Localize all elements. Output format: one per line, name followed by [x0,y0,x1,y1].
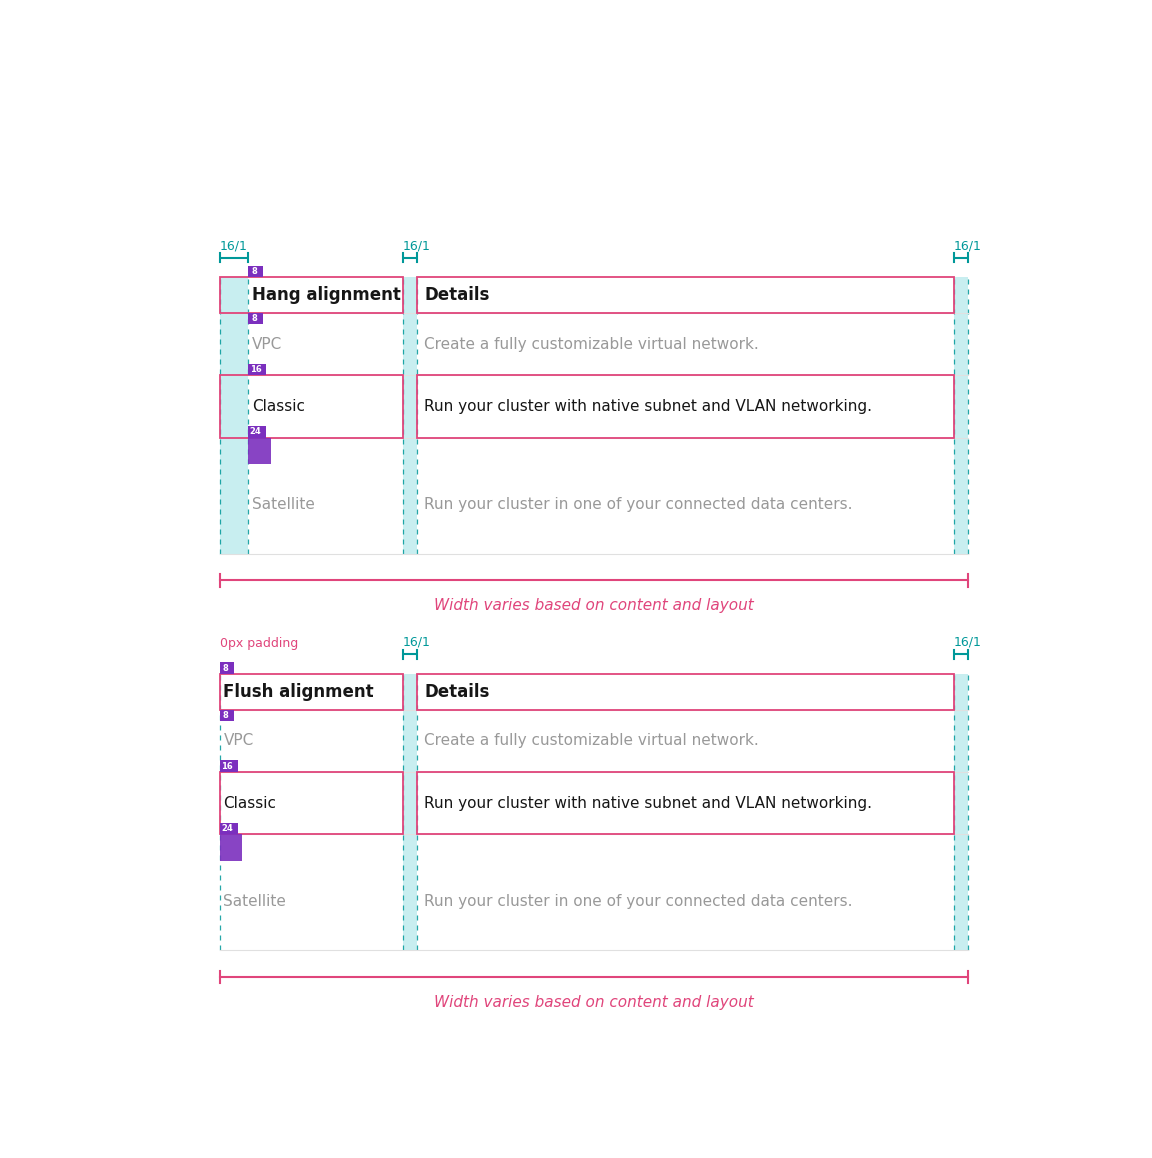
Text: Satellite: Satellite [223,894,287,909]
Bar [220,835,242,862]
Text: 16/1: 16/1 [403,636,431,648]
Text: Run your cluster in one of your connected data centers.: Run your cluster in one of your connecte… [424,497,852,512]
Text: Width varies based on content and layout: Width varies based on content and layout [434,995,753,1010]
Text: 8: 8 [251,266,257,276]
Bar [220,375,403,438]
Text: 24: 24 [250,427,262,437]
Text: 24: 24 [221,824,233,833]
Bar [954,674,968,951]
Bar [403,277,417,554]
Bar [249,265,263,277]
Bar [417,772,954,835]
Text: Classic: Classic [223,796,276,811]
Text: Run your cluster with native subnet and VLAN networking.: Run your cluster with native subnet and … [424,796,872,811]
Bar [220,823,237,835]
Bar [220,277,403,313]
Text: 0px padding: 0px padding [220,637,298,650]
Text: Create a fully customizable virtual network.: Create a fully customizable virtual netw… [424,337,759,352]
Text: 16: 16 [221,762,233,771]
Text: Hang alignment: Hang alignment [252,286,401,305]
Bar [249,426,266,438]
Bar [417,375,954,438]
Text: Classic: Classic [252,400,305,413]
Bar [220,662,234,674]
Text: Flush alignment: Flush alignment [223,683,374,701]
Text: 16/1: 16/1 [220,240,248,252]
Text: 8: 8 [251,314,257,323]
Bar [403,674,417,951]
Text: 16/1: 16/1 [954,240,982,252]
Text: VPC: VPC [252,337,282,352]
Text: Width varies based on content and layout: Width varies based on content and layout [434,599,753,614]
Bar [249,364,266,375]
Text: Satellite: Satellite [252,497,314,512]
Bar [220,761,237,772]
Text: Details: Details [424,683,490,701]
Text: 16: 16 [250,365,262,374]
Text: 16/1: 16/1 [954,636,982,648]
Bar [220,710,234,721]
Text: VPC: VPC [223,733,253,748]
Text: Create a fully customizable virtual network.: Create a fully customizable virtual netw… [424,733,759,748]
Bar [220,674,403,710]
Bar [220,277,249,554]
Bar [417,277,954,313]
Bar [249,438,271,464]
Text: Details: Details [424,286,490,305]
Text: 16/1: 16/1 [403,240,431,252]
Bar [220,772,403,835]
Text: Run your cluster in one of your connected data centers.: Run your cluster in one of your connecte… [424,894,852,909]
Text: 8: 8 [222,711,228,720]
Text: 8: 8 [222,664,228,673]
Bar [417,674,954,710]
Bar [954,277,968,554]
Text: Run your cluster with native subnet and VLAN networking.: Run your cluster with native subnet and … [424,400,872,413]
Bar [249,313,263,324]
